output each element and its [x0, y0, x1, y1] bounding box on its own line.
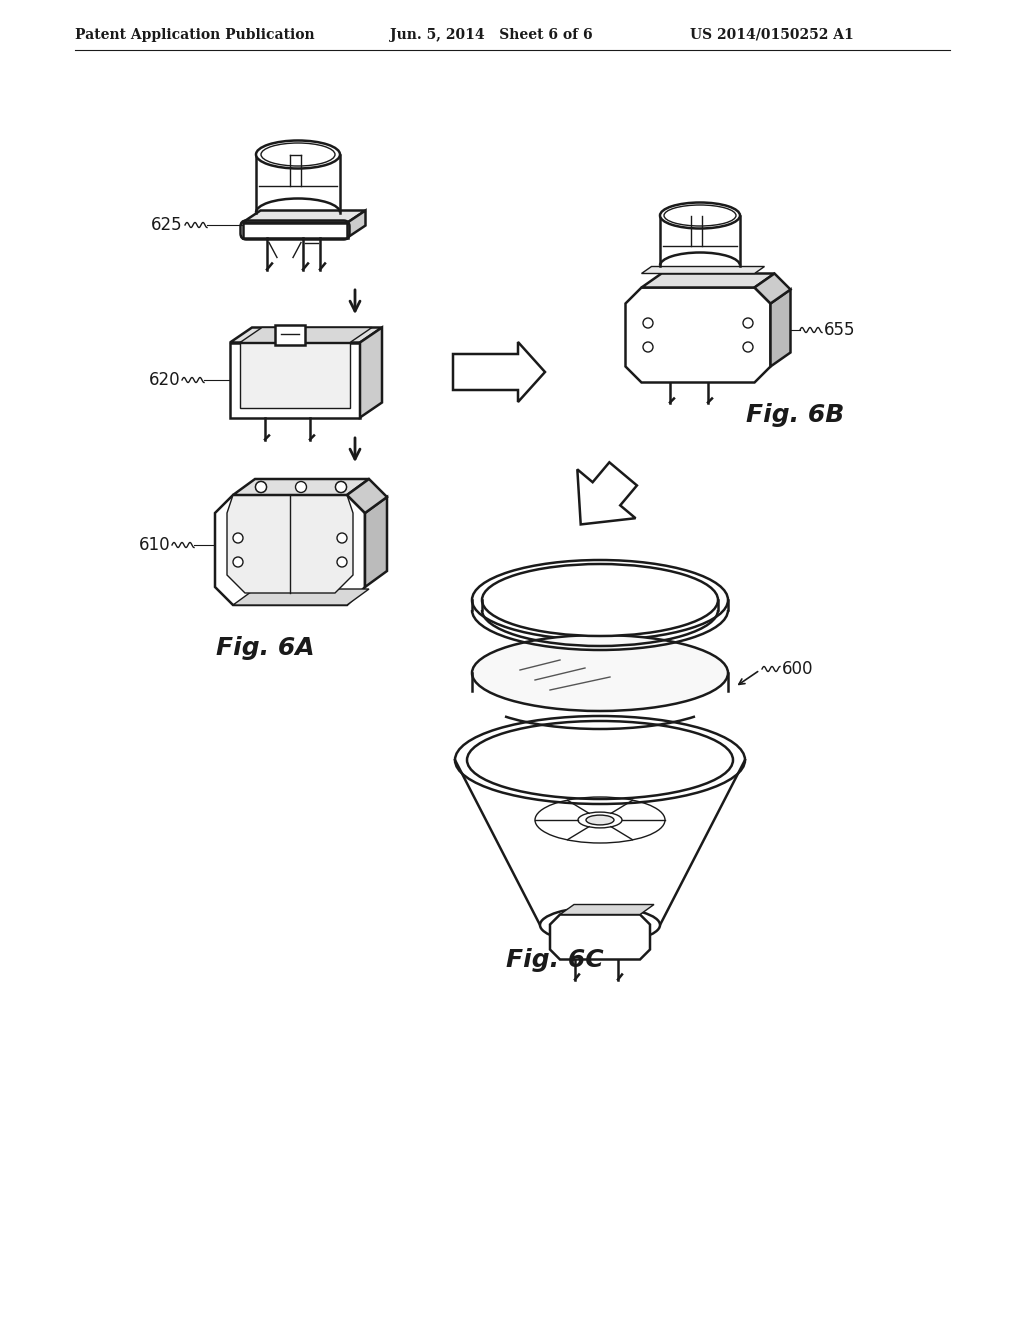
Ellipse shape [664, 205, 736, 226]
Ellipse shape [586, 814, 614, 825]
Polygon shape [233, 589, 369, 605]
Polygon shape [230, 342, 360, 417]
Text: US 2014/0150252 A1: US 2014/0150252 A1 [690, 28, 854, 42]
Ellipse shape [472, 560, 728, 640]
Polygon shape [365, 498, 387, 587]
Circle shape [256, 482, 266, 492]
Text: Fig. 6C: Fig. 6C [506, 948, 604, 972]
Circle shape [296, 482, 306, 492]
Text: 655: 655 [824, 321, 855, 339]
Ellipse shape [472, 635, 728, 711]
Text: 610: 610 [138, 536, 170, 554]
Circle shape [233, 533, 243, 543]
Polygon shape [578, 462, 637, 524]
Text: Patent Application Publication: Patent Application Publication [75, 28, 314, 42]
Polygon shape [360, 327, 382, 417]
Circle shape [256, 482, 266, 492]
Text: Jun. 5, 2014   Sheet 6 of 6: Jun. 5, 2014 Sheet 6 of 6 [390, 28, 593, 42]
Text: 600: 600 [782, 660, 813, 678]
Ellipse shape [256, 140, 340, 169]
Text: Fig. 6A: Fig. 6A [216, 636, 314, 660]
Text: Fig. 6B: Fig. 6B [745, 403, 844, 426]
Polygon shape [215, 495, 365, 605]
Polygon shape [560, 904, 654, 915]
Polygon shape [233, 479, 369, 495]
Polygon shape [347, 479, 387, 513]
Polygon shape [275, 325, 305, 345]
Polygon shape [550, 915, 650, 960]
Ellipse shape [482, 564, 718, 636]
Polygon shape [240, 327, 372, 342]
Circle shape [337, 533, 347, 543]
Circle shape [336, 482, 346, 492]
Polygon shape [243, 210, 366, 223]
Circle shape [233, 557, 243, 568]
Text: 625: 625 [152, 216, 183, 234]
Circle shape [337, 557, 347, 568]
Text: 620: 620 [148, 371, 180, 389]
Ellipse shape [540, 907, 660, 942]
Polygon shape [626, 288, 770, 383]
Polygon shape [347, 210, 366, 238]
Ellipse shape [660, 202, 740, 228]
Ellipse shape [455, 715, 745, 804]
Polygon shape [770, 289, 791, 367]
Polygon shape [243, 223, 347, 238]
Circle shape [336, 482, 346, 492]
Polygon shape [227, 495, 353, 593]
Ellipse shape [578, 812, 622, 828]
Circle shape [643, 318, 653, 327]
Polygon shape [453, 342, 545, 403]
Polygon shape [641, 267, 765, 273]
Polygon shape [240, 342, 350, 408]
Polygon shape [230, 327, 382, 342]
Ellipse shape [261, 143, 335, 166]
Circle shape [743, 342, 753, 352]
Ellipse shape [467, 721, 733, 799]
Circle shape [743, 318, 753, 327]
Circle shape [643, 342, 653, 352]
Polygon shape [641, 273, 774, 288]
Polygon shape [755, 273, 791, 304]
